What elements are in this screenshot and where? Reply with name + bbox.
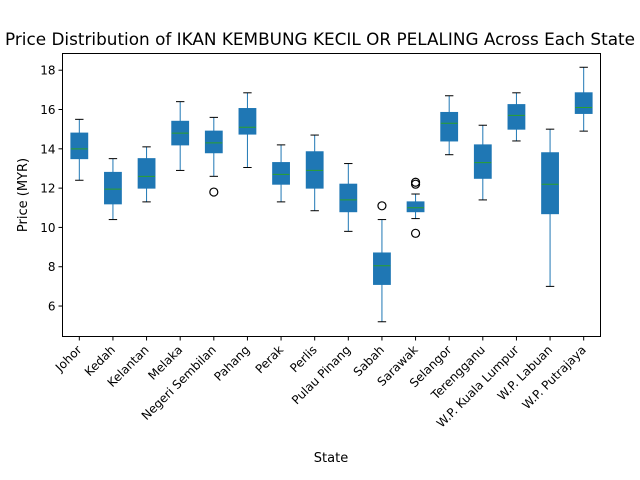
- box-group: [238, 92, 257, 168]
- iqr-box: [406, 201, 425, 213]
- y-tick-label: 14: [40, 142, 55, 156]
- iqr-box: [373, 252, 391, 285]
- iqr-box: [339, 183, 358, 213]
- x-tick-label: Pulau Pinang: [289, 343, 354, 408]
- box-group: [171, 101, 190, 171]
- box-group: [104, 158, 122, 221]
- y-tick-label: 8: [48, 260, 56, 274]
- outlier-point: [209, 187, 219, 197]
- x-axis-label: State: [314, 451, 348, 466]
- box-group: [406, 177, 425, 238]
- iqr-box: [238, 108, 257, 135]
- x-tick-label: Pahang: [211, 343, 252, 384]
- box-group: [440, 95, 459, 156]
- iqr-box: [272, 162, 290, 185]
- y-tick-label: 16: [40, 103, 55, 117]
- iqr-box: [574, 92, 593, 114]
- outlier-point: [410, 177, 421, 187]
- y-tick-label: 18: [40, 64, 55, 78]
- box-group: [473, 124, 492, 201]
- box-group: [339, 163, 358, 232]
- box-group: [373, 201, 391, 323]
- outlier-point: [410, 228, 421, 238]
- box-group: [541, 128, 559, 287]
- x-tick-label: Johor: [52, 343, 84, 375]
- y-axis: 6 8 10 12 14 16 18: [40, 64, 63, 314]
- y-tick-label: 10: [40, 221, 55, 235]
- x-tick-label: Perak: [253, 343, 287, 377]
- chart-title: Price Distribution of IKAN KEMBUNG KECIL…: [5, 30, 635, 50]
- iqr-box: [507, 104, 526, 130]
- box-group: [305, 134, 324, 212]
- box-group: [204, 116, 223, 197]
- box-group: [70, 118, 89, 181]
- iqr-box: [541, 152, 559, 215]
- iqr-box: [137, 158, 156, 189]
- iqr-box: [440, 111, 459, 142]
- box-group: [507, 92, 526, 142]
- outlier-point: [377, 201, 387, 211]
- box-group: [574, 66, 593, 132]
- iqr-box: [104, 171, 122, 205]
- plot-area-frame: [62, 53, 601, 337]
- box-group: [272, 144, 290, 203]
- boxes-layer: [70, 66, 593, 323]
- y-axis-label: Price (MYR): [16, 158, 31, 232]
- y-tick-label: 12: [40, 182, 55, 196]
- box-group: [137, 146, 156, 203]
- iqr-box: [70, 132, 89, 160]
- y-tick-label: 6: [48, 300, 56, 314]
- iqr-box: [473, 144, 492, 179]
- iqr-box: [204, 130, 223, 154]
